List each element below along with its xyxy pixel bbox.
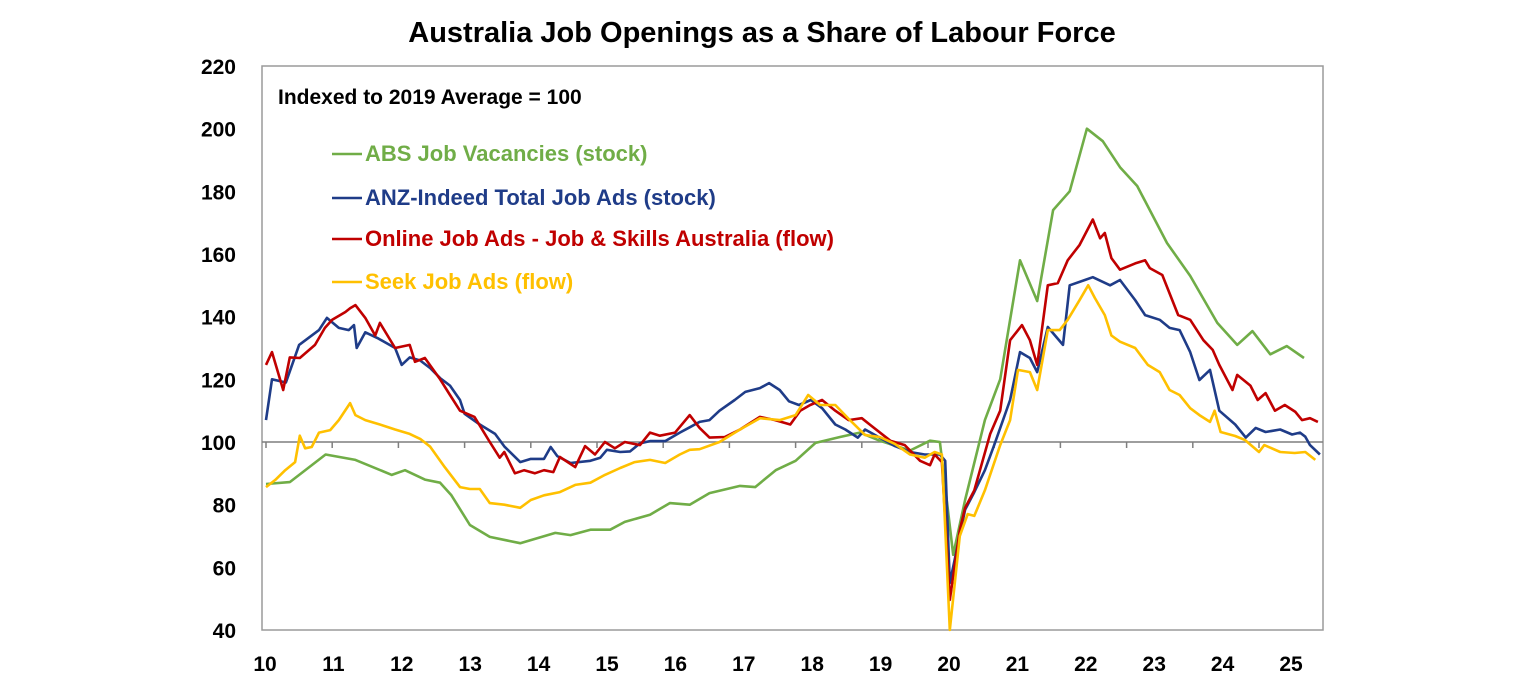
chart-title: Australia Job Openings as a Share of Lab… <box>408 17 1115 49</box>
y-tick-label: 40 <box>213 620 236 643</box>
x-tick-label: 22 <box>1074 653 1097 676</box>
y-tick-label: 180 <box>201 181 236 204</box>
y-tick-label: 220 <box>201 56 236 79</box>
y-tick-label: 100 <box>201 432 236 455</box>
legend: ABS Job Vacancies (stock) ANZ-Indeed Tota… <box>332 141 834 294</box>
plot-area <box>261 65 1324 631</box>
x-tick-label: 11 <box>322 653 345 676</box>
series-line-2 <box>264 218 1319 602</box>
x-tick-label: 14 <box>527 653 551 676</box>
x-tick-label: 18 <box>801 653 825 676</box>
chart-subtitle: Indexed to 2019 Average = 100 <box>278 86 582 109</box>
x-tick-label: 17 <box>732 653 755 676</box>
legend-label: ANZ-Indeed Total Job Ads (stock) <box>365 185 716 210</box>
x-tick-label: 19 <box>869 653 892 676</box>
y-tick-label: 160 <box>201 244 236 267</box>
y-tick-label: 80 <box>213 495 236 518</box>
legend-label: ABS Job Vacancies (stock) <box>365 141 647 166</box>
x-tick-label: 20 <box>937 653 960 676</box>
x-tick-label: 13 <box>459 653 482 676</box>
x-tick-label: 10 <box>253 653 276 676</box>
x-tick-label: 12 <box>390 653 413 676</box>
x-tick-label: 23 <box>1143 653 1166 676</box>
y-tick-label: 140 <box>201 307 236 330</box>
x-tick-label: 24 <box>1211 653 1235 676</box>
legend-label: Seek Job Ads (flow) <box>365 269 573 294</box>
series-lines <box>264 127 1321 632</box>
y-tick-label: 120 <box>201 369 236 392</box>
x-tick-label: 16 <box>664 653 687 676</box>
x-tick-label: 25 <box>1279 653 1303 676</box>
legend-label: Online Job Ads - Job & Skills Australia … <box>365 226 834 251</box>
y-tick-label: 200 <box>201 119 236 142</box>
x-axis: 10 11 12 13 14 15 16 17 18 19 20 21 22 23 24 25 <box>253 442 1303 676</box>
series-line-3 <box>265 284 1317 632</box>
y-tick-label: 60 <box>213 557 236 580</box>
series-line-1 <box>264 275 1321 585</box>
x-tick-label: 15 <box>595 653 619 676</box>
y-axis: 40 60 80 100 120 140 160 180 200 220 <box>201 56 1323 643</box>
x-tick-label: 21 <box>1006 653 1030 676</box>
series-line-0 <box>265 127 1305 557</box>
